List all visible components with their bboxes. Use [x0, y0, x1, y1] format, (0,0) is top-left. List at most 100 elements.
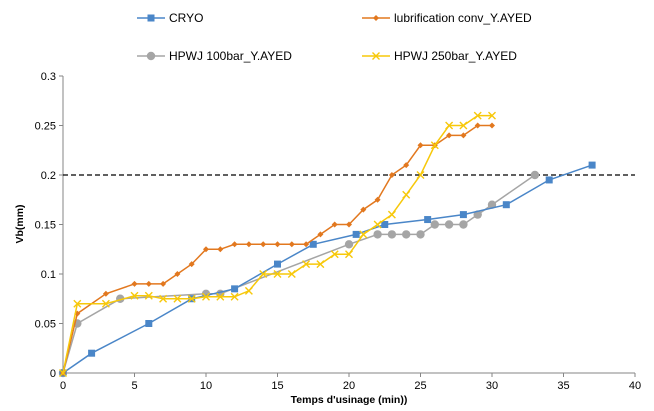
series-0-point [231, 285, 239, 293]
series-3 [59, 111, 496, 377]
x-tick-label: 40 [629, 380, 641, 392]
series-3-point [402, 190, 411, 199]
series-3-point [216, 292, 225, 301]
series-2-line [62, 174, 536, 374]
legend-swatch-marker [373, 15, 379, 21]
series-1-point [489, 122, 495, 129]
y-tick-label: 0.05 [35, 319, 56, 331]
legend-label: HPWJ 250bar_Y.AYED [394, 49, 517, 63]
legend-swatch-marker [147, 14, 155, 22]
x-tick-label: 0 [60, 380, 66, 392]
x-tick-label: 10 [200, 380, 212, 392]
series-0-point [274, 260, 281, 268]
series-1-point [346, 221, 352, 228]
series-2-point [430, 220, 439, 229]
series-2-point [444, 220, 454, 229]
series-0-point [88, 349, 96, 357]
series-3-point [259, 270, 268, 278]
series-1-point [403, 162, 410, 169]
series-2-point [344, 240, 354, 249]
series-1 [60, 122, 495, 376]
series-2-point [530, 170, 540, 180]
series-1-point [303, 241, 310, 248]
x-tick-label: 5 [131, 380, 137, 392]
series-3-point [173, 294, 182, 303]
legend-label: lubrification conv_Y.AYED [394, 11, 532, 25]
series-3-point [287, 270, 296, 278]
series-1-point [360, 206, 367, 213]
y-tick-label: 0 [50, 368, 56, 380]
series-1-point [260, 241, 267, 248]
series-3-point [330, 250, 339, 259]
series-0-point [459, 211, 467, 219]
series-1-point [203, 246, 209, 253]
series-1-point [331, 221, 338, 228]
y-axis-title: Vb(mm) [14, 204, 26, 243]
series-0-point [145, 320, 153, 327]
series-1-point [460, 132, 467, 139]
series-2-point [402, 230, 411, 239]
series-3-point [387, 210, 396, 219]
legend-swatch-marker [146, 51, 156, 61]
axes: 0 0.05 0.1 0.15 0.2 0.25 0.3 0 5 10 15 20 25 30 35 40 [35, 71, 642, 392]
series-1-point [317, 231, 324, 238]
series-3-point [345, 250, 353, 259]
series-1-point [131, 280, 138, 287]
x-tick-label: 35 [557, 380, 569, 392]
series-1-point [446, 132, 453, 139]
legend-label: HPWJ 100bar_Y.AYED [169, 49, 292, 63]
series-3-point [430, 141, 439, 150]
series-0 [59, 161, 596, 377]
series-3-point [73, 299, 82, 308]
series-2-point [459, 220, 468, 229]
series-0-point [309, 240, 317, 248]
plot-area [58, 111, 596, 378]
series-2-point [373, 230, 382, 239]
series-3-point [202, 292, 210, 301]
x-tick-label: 15 [271, 380, 283, 392]
series-2-point [387, 230, 397, 239]
series-3-point [302, 260, 311, 269]
series-1-point [245, 241, 252, 248]
series-0-point [545, 176, 553, 184]
series-3-point [359, 230, 368, 239]
legend-item-1: lubrification conv_Y.AYED [362, 11, 532, 25]
legend-label: CRYO [169, 11, 203, 25]
series-1-point [102, 290, 109, 297]
x-tick-label: 25 [414, 380, 426, 392]
series-1-point [274, 241, 281, 248]
series-3-point [59, 369, 67, 377]
series-0-point [588, 161, 596, 169]
series-0-line [62, 164, 593, 374]
series-3-point [244, 286, 253, 295]
legend-item-3: HPWJ 250bar_Y.AYED [362, 49, 517, 63]
series-1-point [388, 172, 395, 178]
series-3-point [416, 171, 425, 179]
series-3-point [373, 220, 382, 229]
y-tick-label: 0.3 [41, 71, 56, 83]
legend-swatch-marker [372, 52, 380, 60]
series-3-point [159, 294, 168, 303]
legend: CRYO lubrification conv_Y.AYED HPWJ 100bar… [137, 11, 532, 63]
series-1-point [474, 122, 481, 129]
series-3-point [144, 291, 153, 300]
series-2-point [416, 230, 425, 239]
legend-item-0: CRYO [137, 11, 203, 25]
series-3-point [273, 270, 282, 278]
series-3-point [316, 260, 325, 269]
series-1-line [62, 124, 492, 374]
series-3-point [473, 111, 482, 120]
series-0-point [424, 216, 432, 224]
series-3-point [488, 111, 496, 120]
x-tick-label: 20 [343, 380, 355, 392]
y-tick-label: 0.2 [41, 170, 56, 182]
series-1-point [174, 271, 181, 277]
y-tick-label: 0.25 [35, 121, 56, 133]
legend-item-2: HPWJ 100bar_Y.AYED [137, 49, 292, 63]
series-1-point [231, 241, 238, 248]
series-2 [58, 170, 540, 378]
x-tick-label: 30 [486, 380, 498, 392]
series-1-point [288, 241, 295, 248]
